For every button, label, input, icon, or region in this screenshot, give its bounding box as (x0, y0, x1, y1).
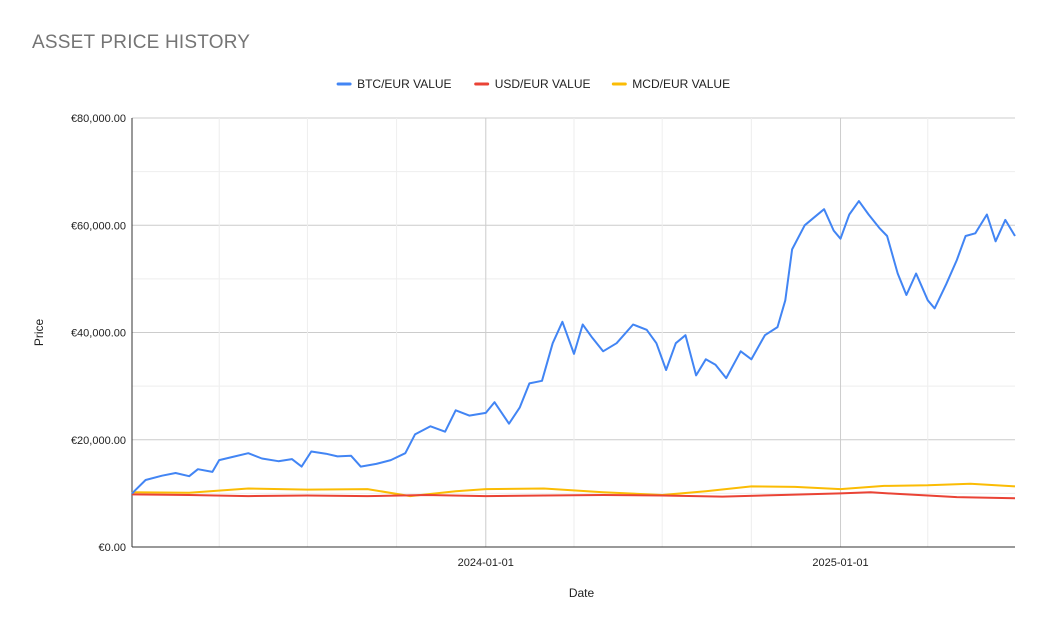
legend-label: USD/EUR VALUE (495, 77, 591, 91)
series-line-mcd-eur-value (131, 482, 1016, 498)
series-line-btc-eur-value (131, 200, 1016, 495)
y-axis-title: Price (32, 319, 46, 347)
legend-label: BTC/EUR VALUE (357, 77, 451, 91)
y-tick-label: €60,000.00 (71, 220, 126, 232)
x-tick-label: 2024-01-01 (458, 557, 514, 569)
y-tick-label: €80,000.00 (71, 113, 126, 125)
y-tick-label: €20,000.00 (71, 435, 126, 447)
series-line-usd-eur-value (131, 491, 1016, 500)
legend-label: MCD/EUR VALUE (632, 77, 730, 91)
chart-title: ASSET PRICE HISTORY (32, 32, 251, 53)
y-tick-label: €0.00 (98, 542, 126, 554)
x-tick-label: 2025-01-01 (812, 557, 868, 569)
x-axis-title: Date (569, 586, 595, 600)
y-tick-label: €40,000.00 (71, 328, 126, 340)
